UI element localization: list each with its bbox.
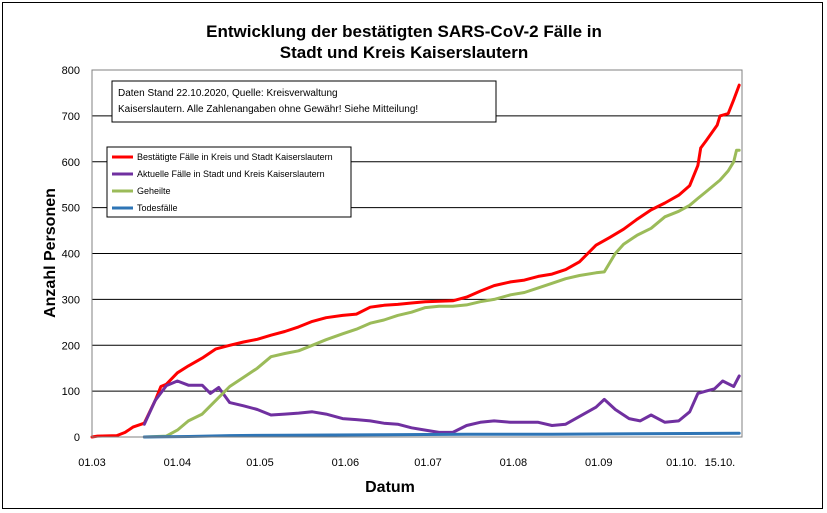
x-axis-title: Datum [365, 479, 415, 496]
y-tick-label: 0 [74, 432, 80, 444]
series-lines [90, 83, 741, 439]
chart-title-line-1: Entwicklung der bestätigten SARS-CoV-2 F… [206, 22, 602, 41]
y-axis-title: Anzahl Personen [42, 188, 59, 318]
x-tick-label: 15.10. [705, 457, 736, 469]
x-tick-label: 01.06 [332, 457, 360, 469]
legend-label: Bestätigte Fälle in Kreis und Stadt Kais… [137, 152, 333, 162]
y-tick-label: 600 [62, 157, 80, 169]
info-note-box: Daten Stand 22.10.2020, Quelle: Kreisver… [111, 80, 497, 123]
y-tick-label: 200 [62, 340, 80, 352]
x-tick-label: 01.08 [500, 457, 528, 469]
x-tick-label: 01.05 [246, 457, 274, 469]
plot-area-border [91, 69, 743, 438]
y-tick-label: 500 [62, 203, 80, 215]
x-tick-label: 01.09 [585, 457, 613, 469]
series-line [90, 83, 741, 439]
series-line [142, 148, 741, 439]
info-note-line-2: Kaiserslautern. Alle Zahlenangaben ohne … [118, 104, 418, 115]
y-tick-label: 800 [62, 65, 80, 77]
x-tick-labels: 01.03 01.04 01.05 01.06 01.07 01.08 01.09 01.10… [78, 457, 735, 469]
x-tick-label: 01.07 [414, 457, 442, 469]
y-tick-label: 700 [62, 111, 80, 123]
info-note-line-1: Daten Stand 22.10.2020, Quelle: Kreisver… [118, 88, 338, 99]
x-tick-label: 01.04 [164, 457, 192, 469]
series-line [142, 431, 741, 439]
y-tick-label: 300 [62, 294, 80, 306]
chart-title-line-2: Stadt und Kreis Kaiserslautern [280, 43, 528, 62]
y-tick-label: 100 [62, 386, 80, 398]
legend: Bestätigte Fälle in Kreis und Stadt Kais… [106, 146, 352, 218]
x-tick-label: 01.10. [666, 457, 697, 469]
legend-label: Todesfälle [137, 203, 178, 213]
x-tick-label: 01.03 [78, 457, 106, 469]
legend-label: Aktuelle Fälle in Stadt und Kreis Kaiser… [137, 169, 325, 179]
series-line [142, 374, 741, 434]
gridlines [92, 69, 742, 438]
legend-label: Geheilte [137, 186, 171, 196]
y-tick-label: 400 [62, 249, 80, 261]
y-tick-labels: 0 100 200 300 400 500 600 700 800 [62, 65, 80, 444]
